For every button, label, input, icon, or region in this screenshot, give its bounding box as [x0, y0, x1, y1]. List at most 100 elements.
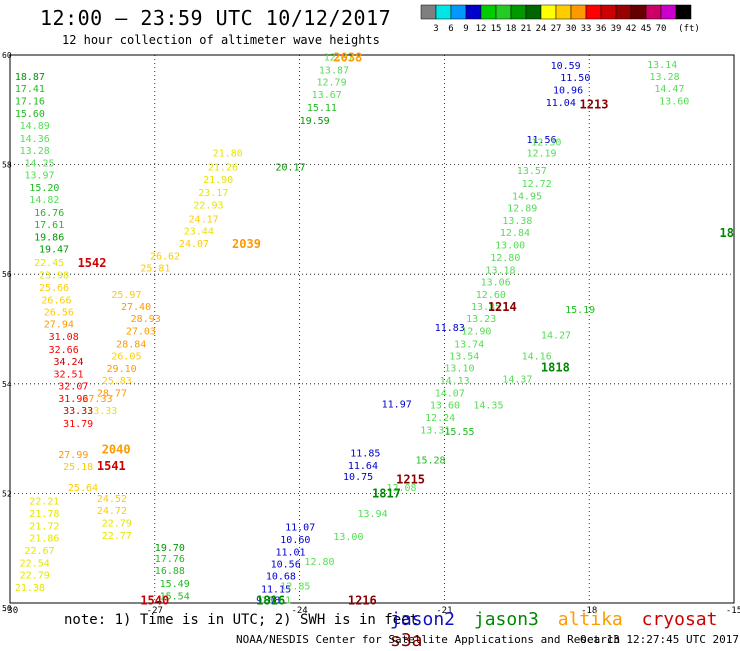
wave-height-altika: 27.03 [126, 327, 156, 338]
x-tick-label: -18 [581, 606, 597, 616]
wave-height-jason2: 9.08 [256, 595, 280, 606]
wave-height-altika: 23.98 [39, 270, 69, 281]
wave-height-jason2: 11.56 [526, 135, 556, 146]
wave-height-altika: 21.78 [29, 509, 59, 520]
color-scale-label: 27 [551, 24, 562, 34]
footnote: note: 1) Time is in UTC; 2) SWH is in fe… [64, 612, 419, 628]
wave-height-altika: 28.84 [116, 339, 146, 350]
wave-height-altika: 21.90 [203, 175, 233, 186]
wave-height-jason3: 12.90 [461, 327, 491, 338]
wave-height-jason2: 11.85 [350, 448, 380, 459]
y-tick-label: 54 [2, 380, 12, 389]
wave-height-jason3: 13.87 [319, 65, 349, 76]
wave-height-altika: 25.66 [39, 283, 69, 294]
wave-height-jason3: 16.88 [155, 566, 185, 577]
x-tick-label: -27 [147, 606, 163, 616]
color-scale-label: 15 [491, 24, 502, 34]
wave-height-jason3: 17.41 [15, 84, 45, 95]
wave-height-altika: 29.10 [107, 364, 137, 375]
wave-height-jason3: 17.61 [34, 220, 64, 231]
pass-time-label: 1214 [488, 300, 517, 314]
wave-height-cryosat: 32.66 [49, 345, 79, 356]
wave-height-altika: 25.97 [111, 290, 141, 301]
wave-height-jason3: 19.70 [155, 543, 185, 554]
pass-time-label: 1817 [372, 486, 401, 500]
wave-height-jason3: 14.16 [522, 351, 552, 362]
wave-height-cryosat: 34.24 [53, 357, 83, 368]
color-scale-label: 30 [566, 24, 577, 34]
wave-height-jason3: 13.60 [659, 97, 689, 108]
color-swatch [675, 4, 692, 20]
wave-height-altika: 22.54 [20, 559, 50, 570]
color-scale-label: 9 [463, 24, 468, 34]
pass-time-label: 2039 [232, 237, 261, 251]
legend-item-jason2: jason2 [390, 609, 456, 630]
wave-height-altika: 25.81 [140, 264, 170, 275]
wave-height-jason2: 10.56 [271, 560, 301, 571]
wave-height-altika: 22.77 [102, 531, 132, 542]
wave-height-jason3: 14.36 [20, 134, 50, 145]
wave-height-jason3: 18.87 [15, 72, 45, 83]
wave-height-jason3: 15.28 [415, 456, 445, 467]
wave-height-jason2: 11.15 [261, 584, 291, 595]
pass-time-label: 1540 [140, 593, 169, 607]
wave-height-jason3: 15.60 [15, 109, 45, 120]
wave-height-jason3: 13.74 [454, 339, 484, 350]
color-scale-label: 33 [581, 24, 592, 34]
wave-height-jason3: 13.00 [333, 532, 363, 543]
wave-height-cryosat: 33.33 [63, 406, 93, 417]
legend-item-s3a: s3a [390, 630, 423, 651]
color-scale-label: 21 [521, 24, 532, 34]
wave-height-altika: 27.40 [121, 302, 151, 313]
wave-height-jason2: 11.64 [348, 461, 378, 472]
chart-subtitle: 12 hour collection of altimeter wave hei… [62, 33, 380, 47]
wave-height-jason3: 15.55 [444, 427, 474, 438]
wave-height-jason3: 19.59 [300, 116, 330, 127]
wave-height-altika: 27.99 [58, 450, 88, 461]
chart-title: 12:00 – 23:59 UTC 10/12/2017 [40, 6, 392, 30]
wave-height-jason3: 14.89 [20, 121, 50, 132]
wave-height-jason3: 15.54 [160, 591, 190, 602]
color-scale-label: 3 [433, 24, 438, 34]
y-tick-label: 56 [2, 270, 12, 279]
wave-height-jason3: 12.60 [476, 290, 506, 301]
plot-area: -30 -27 -24 -21 -18 -155052545658609.0811.151… [2, 51, 740, 616]
wave-height-jason3: 14.47 [654, 84, 684, 95]
wave-height-altika: 22.67 [24, 546, 54, 557]
wave-height-altika: 26.66 [41, 296, 71, 307]
wave-height-jason3: 14.13 [440, 376, 470, 387]
wave-height-jason3: 12.80 [490, 253, 520, 264]
wave-height-altika: 28.93 [131, 314, 161, 325]
wave-height-jason3: 14.07 [435, 389, 465, 400]
pass-time-label: 1816 [256, 593, 285, 607]
wave-height-jason2: 11.97 [382, 400, 412, 411]
wave-height-jason3: 13.00 [495, 241, 525, 252]
wave-height-jason3: 14.35 [473, 401, 503, 412]
wave-height-jason3: 15.11 [307, 103, 337, 114]
color-scale-label: 18 [506, 24, 517, 34]
wave-height-jason3: 13.28 [650, 72, 680, 83]
wave-height-jason2: 10.75 [343, 472, 373, 483]
y-tick-label: 50 [2, 604, 12, 613]
wave-height-altika: 26.05 [111, 351, 141, 362]
wave-height-altika: 24.07 [179, 239, 209, 250]
pass-time-label: 1216 [348, 593, 377, 607]
wave-height-altika: 27.33 [82, 394, 112, 405]
wave-height-jason3: 13.97 [24, 171, 54, 182]
wave-height-jason3: 14.27 [541, 331, 571, 342]
pass-time-label: 2038 [333, 51, 362, 65]
wave-height-jason2: 11.04 [546, 98, 576, 109]
color-scale-label: 36 [596, 24, 607, 34]
wave-height-jason3: 12.19 [526, 149, 556, 160]
wave-height-jason3: 13.67 [312, 90, 342, 101]
wave-height-jason3: 15.20 [29, 183, 59, 194]
wave-height-altika: 22.79 [20, 571, 50, 582]
wave-height-cryosat: 31.08 [49, 332, 79, 343]
wave-height-altika: 24.72 [97, 506, 127, 517]
color-scale-label: 42 [626, 24, 637, 34]
color-scale-label: 24 [536, 24, 547, 34]
wave-height-jason3: 12.89 [507, 203, 537, 214]
wave-height-jason3: 13.18 [485, 265, 515, 276]
wave-height-jason3: 13.06 [481, 277, 511, 288]
